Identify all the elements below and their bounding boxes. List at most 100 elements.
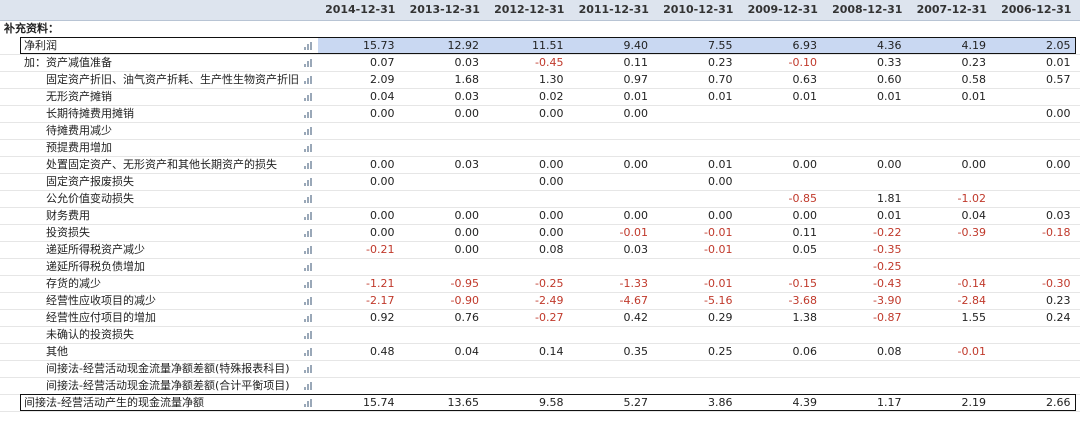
row-line: [0, 71, 1080, 72]
value-cell: 0.14: [539, 345, 564, 358]
value-cell: 6.93: [792, 39, 818, 52]
value-cell: -0.95: [450, 277, 479, 290]
row-line: [0, 105, 1080, 106]
value-cell: -0.10: [788, 56, 817, 69]
value-cell: 0.48: [370, 345, 395, 358]
value-cell: 0.23: [1046, 294, 1071, 307]
value-cell: 0.00: [792, 158, 818, 171]
row-line: [0, 122, 1080, 123]
value-cell: 0.70: [708, 73, 733, 86]
value-cell: 0.23: [708, 56, 733, 69]
row-line: [0, 258, 1080, 259]
value-cell: -0.01: [957, 345, 986, 358]
value-cell: -0.01: [704, 243, 733, 256]
value-cell: 0.00: [454, 209, 480, 222]
value-cell: -0.22: [873, 226, 902, 239]
value-cell: -2.17: [366, 294, 395, 307]
value-cell: 5.27: [623, 396, 649, 409]
value-cell: 9.58: [539, 396, 564, 409]
row-label: 待摊费用减少: [46, 124, 112, 137]
row-label: 固定资产报废损失: [46, 175, 134, 188]
value-cell: 0.00: [1046, 107, 1071, 120]
value-cell: 0.01: [877, 90, 902, 103]
chart-icon: [304, 296, 314, 305]
chart-icon: [304, 126, 314, 135]
value-cell: -0.27: [535, 311, 564, 324]
value-cell: 0.00: [539, 175, 564, 188]
value-cell: 0.00: [539, 107, 564, 120]
value-cell: 2.66: [1046, 396, 1071, 409]
chart-icon: [304, 109, 314, 118]
chart-icon: [304, 75, 314, 84]
row-line: [0, 54, 1080, 55]
value-cell: 13.65: [447, 396, 480, 409]
value-cell: 0.00: [708, 209, 733, 222]
value-cell: 0.00: [1046, 158, 1071, 171]
value-cell: 0.08: [539, 243, 564, 256]
row-line: [0, 139, 1080, 140]
row-label: 投资损失: [46, 226, 90, 239]
value-cell: 0.76: [454, 311, 480, 324]
value-cell: 0.33: [877, 56, 902, 69]
value-cell: 0.00: [539, 226, 564, 239]
value-cell: -0.85: [788, 192, 817, 205]
value-cell: -0.45: [535, 56, 564, 69]
value-cell: 1.17: [877, 396, 902, 409]
value-cell: 0.01: [708, 158, 733, 171]
row-line: [0, 207, 1080, 208]
column-header: 2013-12-31: [409, 3, 480, 16]
chart-icon: [304, 398, 314, 407]
column-header: 2008-12-31: [832, 3, 903, 16]
row-label: 其他: [46, 345, 68, 358]
value-cell: 0.00: [454, 243, 480, 256]
value-cell: 0.63: [792, 73, 818, 86]
value-cell: 0.00: [370, 175, 395, 188]
value-cell: -0.30: [1042, 277, 1071, 290]
chart-icon: [304, 177, 314, 186]
value-cell: -1.21: [366, 277, 395, 290]
value-cell: -0.90: [450, 294, 479, 307]
row-label: 固定资产折旧、油气资产折耗、生产性生物资产折旧: [46, 73, 299, 86]
value-cell: 0.05: [792, 243, 818, 256]
chart-icon: [304, 228, 314, 237]
value-cell: 0.29: [708, 311, 733, 324]
row-label: 加：资产减值准备: [24, 56, 112, 69]
value-cell: 0.24: [1046, 311, 1071, 324]
value-cell: 1.30: [539, 73, 564, 86]
value-cell: -0.25: [873, 260, 902, 273]
value-cell: -4.67: [619, 294, 648, 307]
value-cell: 0.01: [1046, 56, 1071, 69]
value-cell: -0.25: [535, 277, 564, 290]
value-cell: -0.14: [957, 277, 986, 290]
value-cell: -0.21: [366, 243, 395, 256]
row-label: 递延所得税资产减少: [46, 243, 145, 256]
value-cell: -2.49: [535, 294, 564, 307]
row-label: 处置固定资产、无形资产和其他长期资产的损失: [46, 158, 277, 171]
row-line: [0, 292, 1080, 293]
row-label: 净利润: [24, 39, 57, 52]
row-line: [0, 343, 1080, 344]
chart-icon: [304, 143, 314, 152]
row-label: 间接法-经营活动现金流量净额差额(特殊报表科目): [46, 362, 290, 375]
value-cell: 0.01: [623, 90, 649, 103]
header-bar: [0, 0, 1080, 21]
value-cell: 4.19: [961, 39, 987, 52]
row-line: [0, 309, 1080, 310]
value-cell: 0.00: [539, 158, 564, 171]
value-cell: -0.01: [619, 226, 648, 239]
row-line: [0, 156, 1080, 157]
value-cell: 0.00: [708, 175, 733, 188]
value-cell: -0.01: [704, 277, 733, 290]
section-title: 补充资料：: [4, 22, 59, 35]
row-line: [0, 275, 1080, 276]
value-cell: 1.38: [792, 311, 818, 324]
value-cell: 0.00: [961, 158, 987, 171]
chart-icon: [304, 194, 314, 203]
chart-icon: [304, 313, 314, 322]
value-cell: 0.03: [454, 56, 480, 69]
value-cell: 0.01: [877, 209, 902, 222]
value-cell: 0.00: [623, 107, 649, 120]
value-cell: 0.97: [623, 73, 649, 86]
value-cell: 0.03: [623, 243, 649, 256]
row-line: [0, 377, 1080, 378]
